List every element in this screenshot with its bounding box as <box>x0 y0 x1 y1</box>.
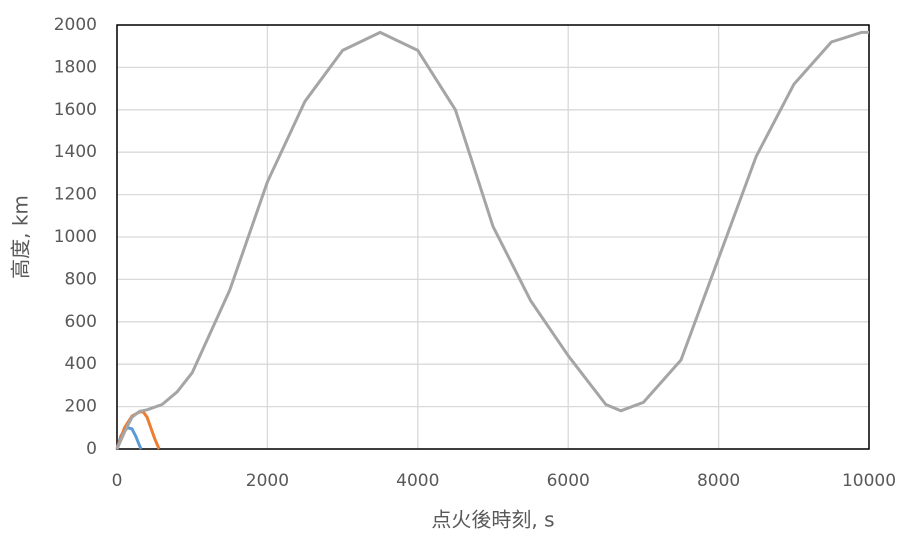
y-tick-label: 2000 <box>54 15 97 35</box>
y-tick-label: 1200 <box>54 185 97 205</box>
y-tick-label: 400 <box>65 354 97 374</box>
y-tick-label: 600 <box>65 312 97 332</box>
y-tick-label: 800 <box>65 269 97 289</box>
y-tick-label: 1000 <box>54 227 97 247</box>
y-tick-label: 1600 <box>54 100 97 120</box>
y-axis-title: 高度, km <box>9 195 33 279</box>
y-tick-label: 0 <box>86 439 97 459</box>
x-tick-label: 2000 <box>246 471 289 491</box>
y-tick-label: 1800 <box>54 57 97 77</box>
plot-frame <box>116 24 870 450</box>
x-tick-label: 8000 <box>697 471 740 491</box>
y-tick-label: 200 <box>65 397 97 417</box>
x-tick-label: 10000 <box>842 471 896 491</box>
x-tick-label: 4000 <box>396 471 439 491</box>
x-axis-title: 点火後時刻, s <box>431 508 554 532</box>
y-tick-label: 1400 <box>54 142 97 162</box>
series-line <box>115 30 869 450</box>
x-tick-label: 6000 <box>547 471 590 491</box>
x-tick-label: 0 <box>112 471 123 491</box>
